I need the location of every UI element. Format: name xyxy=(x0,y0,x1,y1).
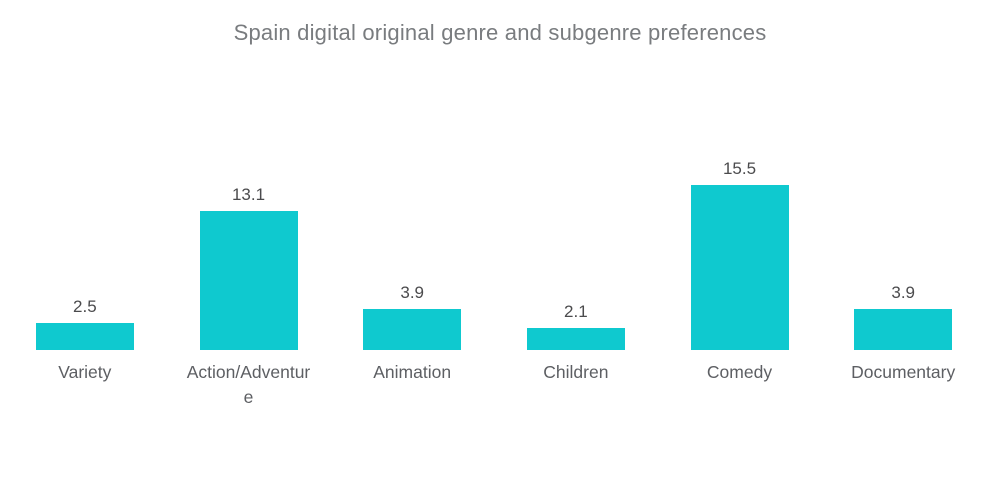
bar xyxy=(199,211,298,350)
bar-value-label: 13.1 xyxy=(231,185,266,204)
bar-value-label: 15.5 xyxy=(722,159,757,178)
bar-value-label: 3.9 xyxy=(891,283,916,302)
bar-area: 13.1 xyxy=(167,185,331,350)
bar-column: 13.1 Action/Adventure xyxy=(167,60,331,407)
bar xyxy=(526,328,625,350)
category-label: Variety xyxy=(58,362,112,382)
bar-area: 15.5 xyxy=(658,159,822,350)
bar-area: 2.1 xyxy=(494,302,658,350)
bar xyxy=(854,309,953,350)
chart-title: Spain digital original genre and subgenr… xyxy=(233,20,767,45)
bar-value-label: 2.1 xyxy=(564,302,588,321)
bar xyxy=(363,309,462,350)
category-label: Action/Adventure xyxy=(186,362,311,407)
bar-column: 3.9 Animation xyxy=(330,60,494,382)
bar-value-label: 2.5 xyxy=(73,297,97,316)
category-label: Animation xyxy=(373,362,452,382)
bar-area: 3.9 xyxy=(330,283,494,350)
bar-column: 15.5 Comedy xyxy=(658,60,822,382)
category-label: Documentary xyxy=(851,362,956,382)
bar-column: 3.9 Documentary xyxy=(821,60,985,382)
bar-value-label: 3.9 xyxy=(400,283,424,302)
bar-column: 2.1 Children xyxy=(494,60,658,382)
bar-area: 3.9 xyxy=(821,283,985,350)
category-label: Comedy xyxy=(706,362,773,382)
category-label: Children xyxy=(543,362,609,382)
plot-area: 2.5 Variety 13.1 Action/Adventure 3.9 An… xyxy=(0,60,1000,407)
bar-area: 2.5 xyxy=(3,297,167,350)
bar xyxy=(35,323,134,350)
bar-column: 2.5 Variety xyxy=(3,60,167,382)
bar xyxy=(690,185,789,350)
